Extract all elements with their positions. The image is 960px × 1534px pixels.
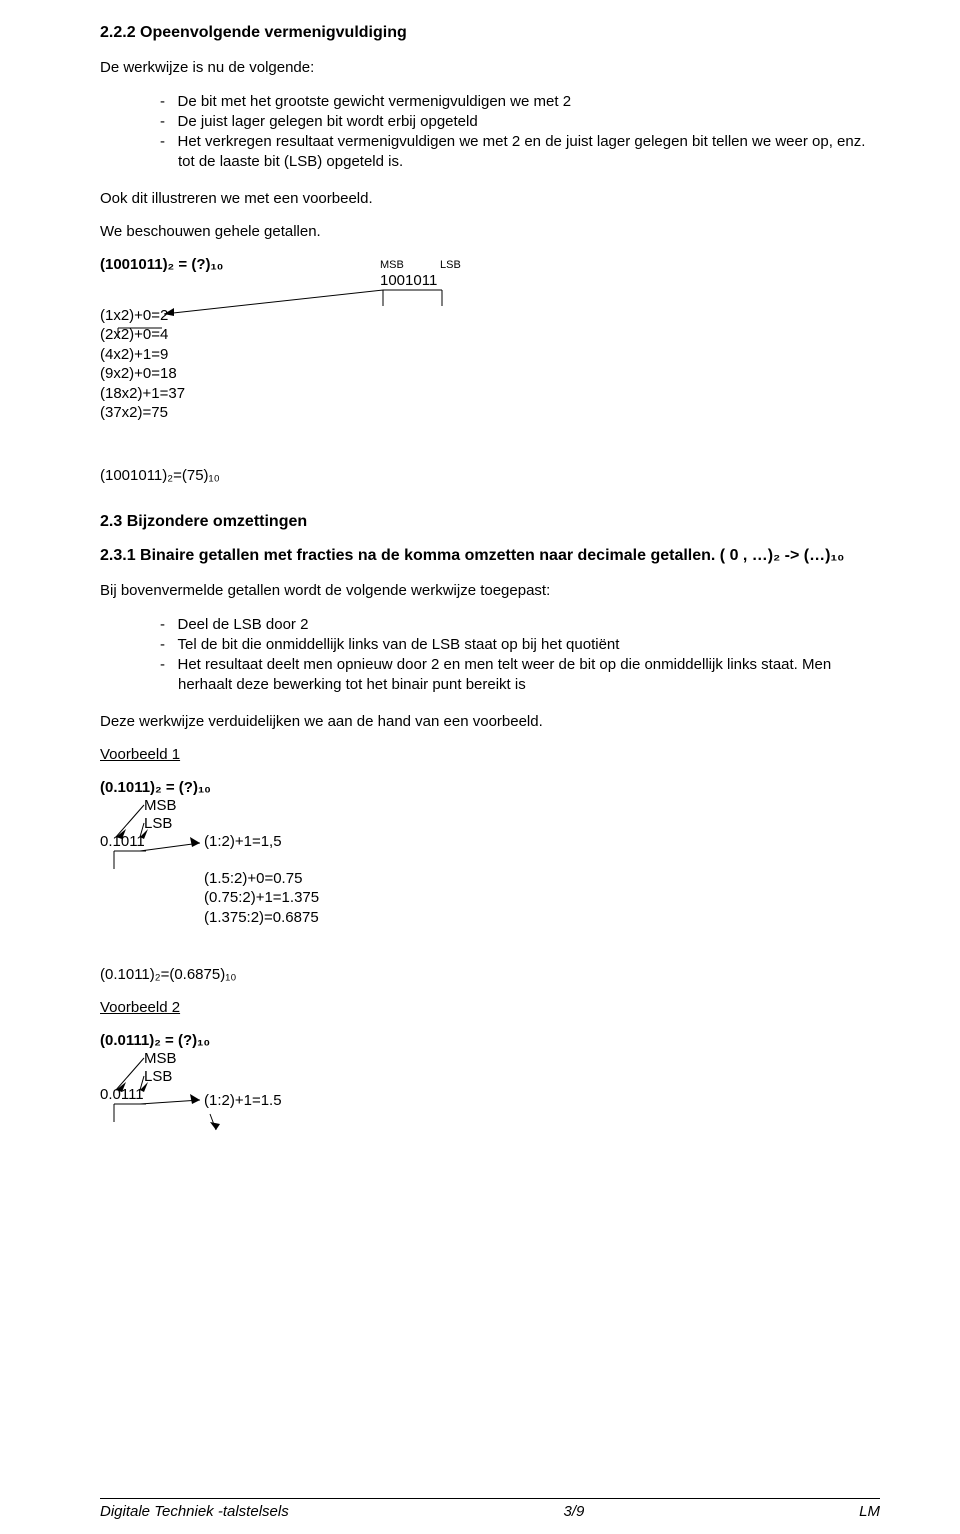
diagram-2: (0.1011)₂ = (?)₁₀ MSB LSB 0.1011 (1:2)+1… (100, 779, 880, 959)
binary-number: 1001011 (380, 272, 437, 289)
calc-line: (1:2)+1=1.5 (204, 1092, 282, 1109)
heading-231-text: 2.3.1 Binaire getallen met fracties na d… (100, 547, 844, 564)
list-item: De juist lager gelegen bit wordt erbij o… (160, 112, 880, 132)
subheading-vb2: Voorbeeld 2 (100, 998, 880, 1018)
subheading-vb1: Voorbeeld 1 (100, 745, 880, 765)
page-footer: Digitale Techniek -talstelsels 3/9 LM (100, 1498, 880, 1520)
result-2: (0.1011)₂=(0.6875)₁₀ (100, 965, 880, 985)
page: 2.2.2 Opeenvolgende vermenigvuldiging De… (0, 0, 960, 1534)
msb-label: MSB (144, 797, 177, 814)
calc-line: (1.5:2)+0=0.75 (204, 869, 319, 889)
calc-line: (18x2)+1=37 (100, 384, 185, 404)
calc-line: (0.75:2)+1=1.375 (204, 888, 319, 908)
lsb-label: LSB (144, 1068, 172, 1085)
diagram-1: (1001011)₂ = (?)₁₀ MSB LSB 1001011 (1x2)… (100, 256, 880, 456)
paragraph: Deze werkwijze verduidelijken we aan de … (100, 712, 880, 732)
lsb-label: LSB (440, 259, 461, 271)
bullet-list-2: Deel de LSB door 2 Tel de bit die onmidd… (100, 615, 880, 696)
formula-2: (0.1011)₂ = (?)₁₀ (100, 779, 211, 796)
msb-label: MSB (380, 259, 404, 271)
calc-line: (1x2)+0=2 (100, 306, 185, 326)
bullet-list-1: De bit met het grootste gewicht vermenig… (100, 92, 880, 173)
list-item: Het resultaat deelt men opnieuw door 2 e… (160, 655, 880, 696)
calc-line: (1.375:2)=0.6875 (204, 908, 319, 928)
heading-231: 2.3.1 Binaire getallen met fracties na d… (100, 547, 880, 565)
footer-right: LM (859, 1503, 880, 1520)
list-item: Deel de LSB door 2 (160, 615, 880, 635)
calc-line: (9x2)+0=18 (100, 364, 185, 384)
list-item: De bit met het grootste gewicht vermenig… (160, 92, 880, 112)
binary-number: 0.0111 (100, 1086, 144, 1103)
diagram-3: (0.0111)₂ = (?)₁₀ MSB LSB 0.0111 (1:2)+1… (100, 1032, 880, 1152)
paragraph: We beschouwen gehele getallen. (100, 222, 880, 242)
paragraph: Bij bovenvermelde getallen wordt de volg… (100, 581, 880, 601)
formula-3: (0.0111)₂ = (?)₁₀ (100, 1032, 210, 1049)
intro-line: De werkwijze is nu de volgende: (100, 58, 880, 78)
calc-line: (4x2)+1=9 (100, 345, 185, 365)
calc-line: (37x2)=75 (100, 403, 185, 423)
calc-lines-1: (1x2)+0=2 (2x2)+0=4 (4x2)+1=9 (9x2)+0=18… (100, 306, 185, 423)
heading-23: 2.3 Bijzondere omzettingen (100, 513, 880, 531)
lsb-label: LSB (144, 815, 172, 832)
calc-line: (1:2)+1=1,5 (204, 833, 282, 850)
calc-lines-2: (1.5:2)+0=0.75 (0.75:2)+1=1.375 (1.375:2… (204, 869, 319, 928)
paragraph: Ook dit illustreren we met een voorbeeld… (100, 189, 880, 209)
result-1: (1001011)₂=(75)₁₀ (100, 466, 880, 486)
calc-line: (2x2)+0=4 (100, 325, 185, 345)
heading-222: 2.2.2 Opeenvolgende vermenigvuldiging (100, 24, 880, 42)
footer-mid: 3/9 (564, 1503, 585, 1520)
msb-label: MSB (144, 1050, 177, 1067)
binary-number: 0.1011 (100, 833, 145, 850)
footer-left: Digitale Techniek -talstelsels (100, 1503, 289, 1520)
list-item: Het verkregen resultaat vermenigvuldigen… (160, 132, 880, 173)
formula-1: (1001011)₂ = (?)₁₀ (100, 256, 223, 273)
list-item: Tel de bit die onmiddellijk links van de… (160, 635, 880, 655)
